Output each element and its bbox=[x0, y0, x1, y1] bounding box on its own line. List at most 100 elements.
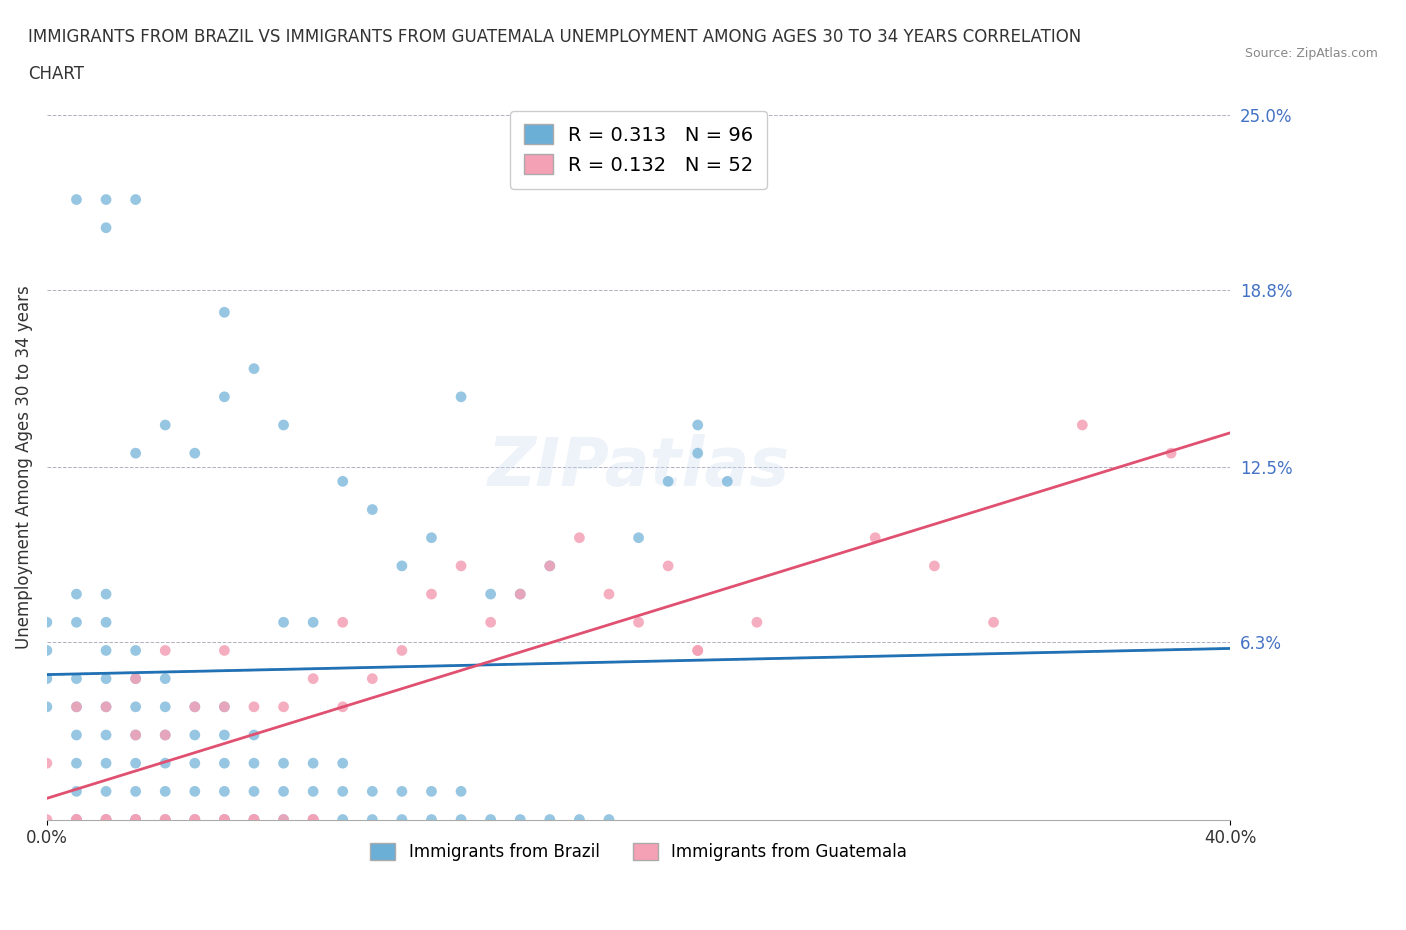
Point bbox=[302, 671, 325, 686]
Point bbox=[214, 727, 236, 742]
Point bbox=[332, 756, 354, 771]
Point bbox=[65, 193, 87, 207]
Text: Source: ZipAtlas.com: Source: ZipAtlas.com bbox=[1244, 46, 1378, 60]
Point bbox=[124, 784, 146, 799]
Point bbox=[332, 812, 354, 827]
Point bbox=[214, 390, 236, 405]
Point bbox=[155, 643, 177, 658]
Point bbox=[450, 784, 472, 799]
Point bbox=[243, 812, 266, 827]
Point bbox=[686, 445, 709, 460]
Point bbox=[420, 784, 443, 799]
Point bbox=[65, 812, 87, 827]
Point bbox=[94, 784, 117, 799]
Point bbox=[155, 812, 177, 827]
Point bbox=[243, 699, 266, 714]
Point bbox=[568, 812, 591, 827]
Point bbox=[243, 727, 266, 742]
Point bbox=[361, 812, 384, 827]
Point bbox=[65, 615, 87, 630]
Point bbox=[243, 784, 266, 799]
Point bbox=[35, 756, 58, 771]
Point bbox=[391, 784, 413, 799]
Point bbox=[94, 727, 117, 742]
Point bbox=[332, 784, 354, 799]
Point bbox=[273, 615, 295, 630]
Point bbox=[124, 671, 146, 686]
Point bbox=[243, 812, 266, 827]
Point bbox=[155, 671, 177, 686]
Point bbox=[184, 756, 207, 771]
Point bbox=[391, 643, 413, 658]
Point bbox=[214, 699, 236, 714]
Point bbox=[538, 559, 561, 574]
Point bbox=[65, 699, 87, 714]
Point bbox=[35, 671, 58, 686]
Point bbox=[302, 812, 325, 827]
Point bbox=[184, 727, 207, 742]
Point bbox=[184, 812, 207, 827]
Point bbox=[35, 812, 58, 827]
Text: ZIPatlas: ZIPatlas bbox=[488, 434, 790, 500]
Point bbox=[420, 530, 443, 545]
Point bbox=[35, 615, 58, 630]
Point bbox=[124, 643, 146, 658]
Point bbox=[94, 220, 117, 235]
Point bbox=[302, 784, 325, 799]
Point bbox=[124, 756, 146, 771]
Point bbox=[686, 643, 709, 658]
Point bbox=[155, 812, 177, 827]
Point bbox=[124, 699, 146, 714]
Point bbox=[65, 812, 87, 827]
Point bbox=[155, 756, 177, 771]
Point bbox=[94, 812, 117, 827]
Point bbox=[627, 530, 650, 545]
Point bbox=[420, 587, 443, 602]
Text: IMMIGRANTS FROM BRAZIL VS IMMIGRANTS FROM GUATEMALA UNEMPLOYMENT AMONG AGES 30 T: IMMIGRANTS FROM BRAZIL VS IMMIGRANTS FRO… bbox=[28, 28, 1081, 46]
Point bbox=[184, 812, 207, 827]
Point bbox=[361, 502, 384, 517]
Point bbox=[598, 812, 620, 827]
Point bbox=[124, 812, 146, 827]
Point bbox=[94, 699, 117, 714]
Point bbox=[391, 559, 413, 574]
Point bbox=[302, 812, 325, 827]
Point bbox=[94, 812, 117, 827]
Point bbox=[450, 559, 472, 574]
Point bbox=[155, 727, 177, 742]
Point bbox=[214, 812, 236, 827]
Point bbox=[686, 418, 709, 432]
Point bbox=[391, 812, 413, 827]
Point bbox=[184, 445, 207, 460]
Point bbox=[243, 361, 266, 376]
Point bbox=[243, 756, 266, 771]
Point bbox=[450, 390, 472, 405]
Point bbox=[332, 474, 354, 489]
Point bbox=[184, 784, 207, 799]
Point bbox=[94, 812, 117, 827]
Point bbox=[686, 643, 709, 658]
Point bbox=[214, 305, 236, 320]
Point bbox=[35, 643, 58, 658]
Point bbox=[65, 812, 87, 827]
Point bbox=[983, 615, 1005, 630]
Point bbox=[509, 587, 531, 602]
Point bbox=[214, 699, 236, 714]
Point bbox=[94, 643, 117, 658]
Point bbox=[598, 587, 620, 602]
Point bbox=[361, 671, 384, 686]
Point bbox=[1071, 418, 1094, 432]
Point bbox=[302, 756, 325, 771]
Point bbox=[155, 784, 177, 799]
Point bbox=[479, 812, 502, 827]
Point bbox=[538, 812, 561, 827]
Legend: Immigrants from Brazil, Immigrants from Guatemala: Immigrants from Brazil, Immigrants from … bbox=[364, 836, 914, 868]
Point bbox=[65, 727, 87, 742]
Point bbox=[538, 559, 561, 574]
Point bbox=[94, 587, 117, 602]
Text: CHART: CHART bbox=[28, 65, 84, 83]
Point bbox=[94, 699, 117, 714]
Point bbox=[214, 643, 236, 658]
Y-axis label: Unemployment Among Ages 30 to 34 years: Unemployment Among Ages 30 to 34 years bbox=[15, 286, 32, 649]
Point bbox=[155, 418, 177, 432]
